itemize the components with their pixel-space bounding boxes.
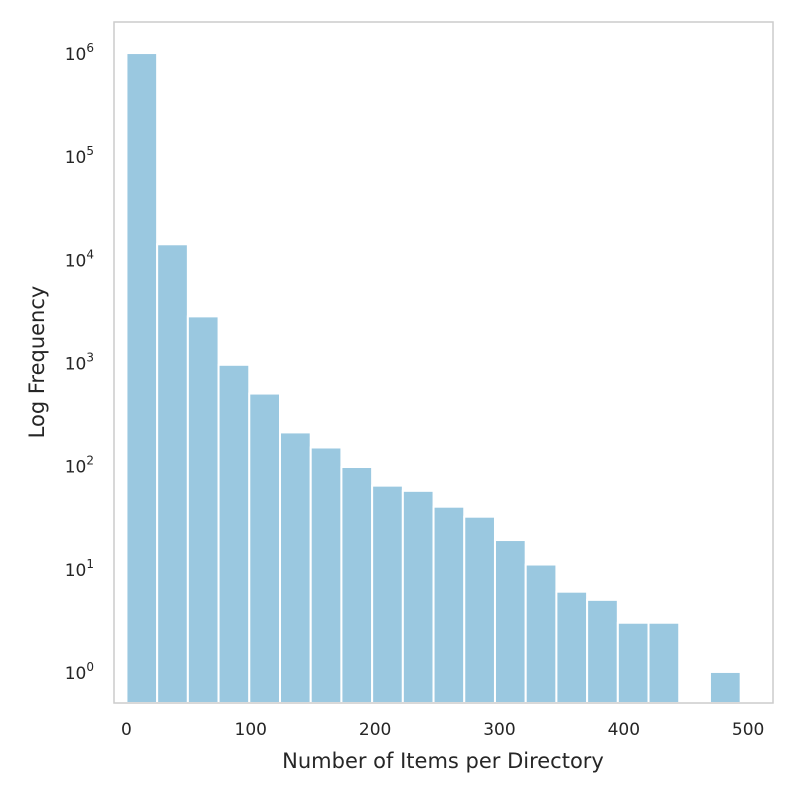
histogram-bar <box>340 466 374 704</box>
histogram-bar <box>217 363 251 704</box>
histogram-bar <box>278 431 312 704</box>
x-tick-label: 400 <box>608 720 640 740</box>
y-axis-label: Log Frequency <box>25 286 49 439</box>
histogram-bar <box>555 590 589 704</box>
x-tick-label: 200 <box>359 720 391 740</box>
y-tick-label: 104 <box>65 247 94 271</box>
histogram-bar <box>309 446 343 704</box>
y-tick-label: 101 <box>65 557 94 581</box>
histogram-bar <box>647 621 681 705</box>
histogram-bar <box>186 315 220 704</box>
histogram-bar <box>586 598 619 705</box>
histogram-bar <box>371 484 404 704</box>
histogram-bar <box>156 243 189 705</box>
y-tick-label: 100 <box>65 660 94 684</box>
histogram-bar <box>616 621 650 705</box>
y-tick-label: 102 <box>65 454 94 478</box>
x-tick-label: 300 <box>483 720 515 740</box>
histogram-bar <box>524 563 558 704</box>
x-tick-label: 500 <box>732 720 764 740</box>
y-tick-label: 103 <box>65 351 94 375</box>
histogram-bar <box>432 505 466 704</box>
histogram-bar <box>125 52 159 704</box>
x-tick-label: 100 <box>235 720 267 740</box>
x-axis-ticks: 0 100 200 300 400 500 <box>121 720 764 740</box>
bars-layer <box>125 52 742 705</box>
histogram-bar <box>493 539 527 704</box>
y-tick-label: 105 <box>65 144 94 168</box>
histogram-bar <box>248 392 281 704</box>
histogram-bar <box>463 515 496 705</box>
histogram-bar <box>401 489 435 705</box>
plot-frame <box>113 21 774 704</box>
histogram-bar <box>708 670 742 704</box>
x-tick-label: 0 <box>121 720 132 740</box>
y-axis-ticks: 100 101 102 103 104 105 106 <box>65 41 94 684</box>
x-axis-label: Number of Items per Directory <box>282 749 604 773</box>
y-tick-label: 106 <box>65 41 94 65</box>
